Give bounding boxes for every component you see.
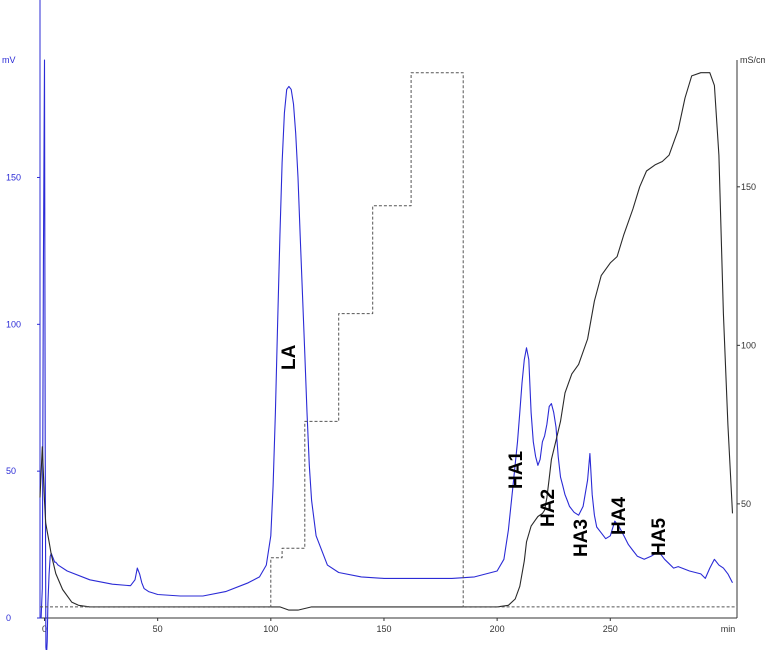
peak-label-ha4: HA4 <box>609 497 630 535</box>
x-tick-label: min <box>721 624 736 634</box>
right-tick-label: 150 <box>741 182 756 192</box>
series-layer <box>39 59 737 650</box>
conductivity-trace <box>39 72 734 611</box>
x-axis-ticks: 0 50 100 150 200 250 min <box>42 618 735 634</box>
left-axis-ticks: 0 50 100 150 <box>6 172 40 623</box>
left-tick-label: 150 <box>6 172 21 182</box>
right-axis-unit: mS/cm <box>740 55 765 65</box>
x-tick-label: 150 <box>376 624 391 634</box>
left-tick-label: 100 <box>6 319 21 329</box>
left-axis-unit: mV <box>2 55 16 65</box>
uv-absorbance-trace <box>40 59 733 650</box>
peak-label-la: LA <box>279 344 300 370</box>
peak-label-ha5: HA5 <box>649 518 670 556</box>
x-tick-label: 50 <box>153 624 163 634</box>
peak-label-ha2: HA2 <box>538 489 559 527</box>
peak-label-ha3: HA3 <box>571 519 592 557</box>
left-tick-label: 0 <box>6 613 11 623</box>
right-tick-label: 50 <box>741 499 751 509</box>
right-axis-ticks: 50 100 150 <box>737 182 756 509</box>
right-tick-label: 100 <box>741 340 756 350</box>
x-tick-label: 200 <box>490 624 505 634</box>
peak-label-ha1: HA1 <box>506 451 527 489</box>
peak-labels: LA HA1 HA2 HA3 HA4 HA5 <box>279 344 670 557</box>
x-tick-label: 0 <box>42 624 47 634</box>
x-tick-label: 100 <box>263 624 278 634</box>
x-tick-label: 250 <box>603 624 618 634</box>
left-tick-label: 50 <box>6 466 16 476</box>
gradient-trace <box>40 72 737 608</box>
